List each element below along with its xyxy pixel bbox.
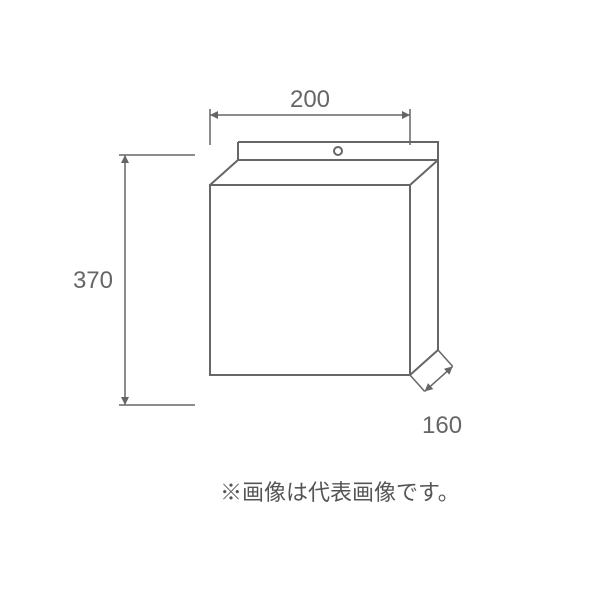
dim-ext-line bbox=[438, 350, 453, 366]
dim-label-width: 200 bbox=[290, 86, 330, 113]
box-top-right-edge bbox=[410, 160, 438, 185]
arrowhead-icon bbox=[210, 111, 218, 119]
mounting-hole-icon bbox=[334, 147, 342, 155]
dim-label-height: 370 bbox=[73, 267, 113, 294]
footnote-text: ※画像は代表画像です。 bbox=[220, 480, 460, 505]
box-bottom-right-edge bbox=[410, 350, 438, 375]
dim-label-depth: 160 bbox=[422, 412, 462, 439]
box-top-left-edge bbox=[210, 160, 238, 185]
arrowhead-icon bbox=[121, 155, 129, 163]
arrowhead-icon bbox=[402, 111, 410, 119]
box-front-face bbox=[210, 185, 410, 375]
dim-ext-line bbox=[410, 375, 425, 391]
arrowhead-icon bbox=[121, 397, 129, 405]
